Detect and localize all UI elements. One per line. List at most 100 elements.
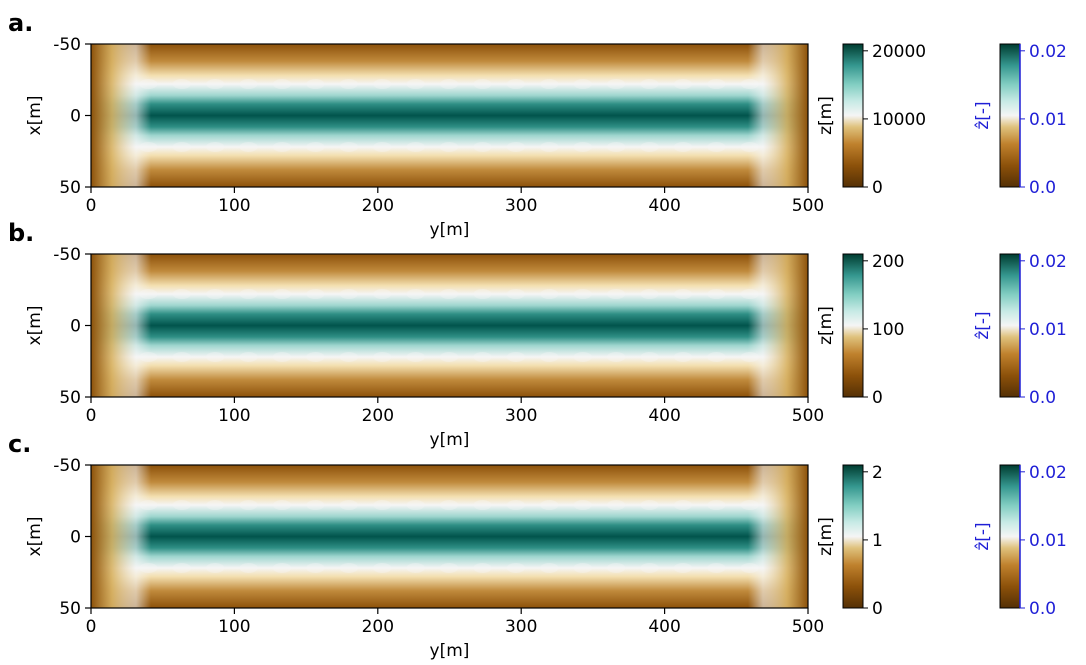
x-tick-label: 400 (648, 406, 680, 426)
ripple-bottom (506, 562, 525, 573)
colorbar-zhat-label: ẑ[-] (973, 101, 993, 129)
ripple-bottom (139, 562, 158, 573)
ripple-bottom (139, 141, 158, 152)
ripple-top (673, 79, 692, 90)
ripple-top (373, 79, 392, 90)
ripple-bottom (373, 562, 392, 573)
panel-2: b.0 100 200 300 400 500y[m]-50050x[m]0100200z… (8, 219, 1067, 450)
y-axis-label: x[m] (25, 517, 45, 557)
ripple-top (473, 500, 492, 511)
ripple-bottom (306, 351, 325, 362)
y-tick-label: 50 (59, 178, 81, 198)
colorbar-zhat-tick-label: 0.02 (1029, 252, 1067, 272)
x-tick-label: 200 (362, 196, 394, 216)
ripple-top (373, 500, 392, 511)
ripple-bottom (172, 141, 191, 152)
y-axis-label: x[m] (25, 306, 45, 346)
colorbar-z-tick-label: 20000 (872, 42, 926, 62)
colorbar-zhat-label: ẑ[-] (973, 522, 993, 550)
ripple-bottom (339, 562, 358, 573)
ripple-top (640, 500, 659, 511)
ripple-bottom (607, 351, 626, 362)
ripple-bottom (440, 141, 459, 152)
ripple-bottom (540, 141, 559, 152)
ripple-top (373, 289, 392, 300)
x-tick-label: 300 (505, 406, 537, 426)
ripple-bottom (707, 562, 726, 573)
ripple-bottom (506, 141, 525, 152)
ripple-top (306, 289, 325, 300)
colorbar-z-tick-label: 200 (872, 252, 904, 272)
ripple-top (273, 289, 292, 300)
ripple-top (540, 79, 559, 90)
colorbar-z-tick-label: 0 (872, 178, 883, 198)
ripple-top (506, 500, 525, 511)
ripple-bottom (573, 141, 592, 152)
colorbar-z-tick-label: 2 (872, 463, 883, 483)
x-tick-label: 0 (86, 406, 97, 426)
x-axis-label: y[m] (430, 641, 470, 661)
ripple-top (306, 79, 325, 90)
x-tick-label: 400 (648, 196, 680, 216)
ripple-top (339, 289, 358, 300)
heatmap-edge-right (748, 44, 808, 187)
heatmap-edge-left (91, 254, 151, 397)
ripple-bottom (707, 141, 726, 152)
x-tick-label: 500 (792, 617, 824, 637)
heatmap-edge-left (91, 465, 151, 608)
ripple-bottom (540, 351, 559, 362)
ripple-top (239, 500, 258, 511)
panel-1: a.0 100 200 300 400 500y[m]-50050x[m]01000020… (8, 9, 1067, 240)
ripple-top (139, 289, 158, 300)
colorbar-z-tick-label: 10000 (872, 110, 926, 130)
colorbar-z-label: z[m] (816, 96, 836, 135)
colorbar-zhat (999, 253, 1021, 398)
ripple-top (139, 500, 158, 511)
y-tick-label: -50 (53, 456, 81, 476)
ripple-top (506, 79, 525, 90)
ripple-bottom (573, 562, 592, 573)
panel-letter: a. (8, 9, 33, 37)
ripple-top (707, 79, 726, 90)
ripple-bottom (740, 141, 759, 152)
ripple-bottom (206, 141, 225, 152)
ripple-top (573, 79, 592, 90)
x-tick-label: 300 (505, 617, 537, 637)
heatmap-field (91, 465, 808, 608)
ripple-top (540, 289, 559, 300)
ripple-top (607, 79, 626, 90)
ripple-top (640, 289, 659, 300)
ripple-top (206, 500, 225, 511)
ripple-top (740, 289, 759, 300)
colorbar-zhat (999, 43, 1021, 188)
x-tick-label: 500 (792, 196, 824, 216)
ripple-top (406, 289, 425, 300)
ripple-bottom (740, 351, 759, 362)
colorbar-z-tick-label: 0 (872, 388, 883, 408)
ripple-bottom (339, 351, 358, 362)
ripple-top (239, 79, 258, 90)
ripple-bottom (673, 562, 692, 573)
y-axis-label: x[m] (25, 96, 45, 136)
ripple-bottom (740, 562, 759, 573)
colorbar-zhat-tick-label: 0.0 (1029, 388, 1056, 408)
ripple-bottom (473, 141, 492, 152)
x-tick-label: 500 (792, 406, 824, 426)
ripple-bottom (640, 141, 659, 152)
panel-letter: b. (8, 219, 34, 247)
ripple-bottom (373, 141, 392, 152)
ripple-top (306, 500, 325, 511)
heatmap-field (91, 254, 808, 397)
colorbar-zhat-tick-label: 0.01 (1029, 531, 1067, 551)
ripple-bottom (473, 562, 492, 573)
x-tick-label: 200 (362, 406, 394, 426)
ripple-top (740, 500, 759, 511)
x-tick-label: 100 (218, 406, 250, 426)
ripple-top (239, 289, 258, 300)
panel-letter: c. (8, 430, 31, 458)
ripple-top (707, 289, 726, 300)
ripple-top (573, 289, 592, 300)
ripple-bottom (172, 562, 191, 573)
ripple-bottom (540, 562, 559, 573)
